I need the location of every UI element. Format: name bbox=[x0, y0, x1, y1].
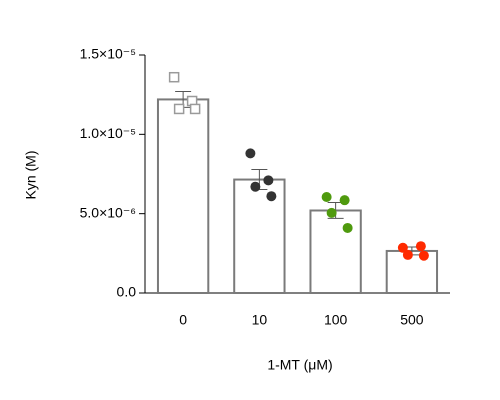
bar bbox=[233, 178, 286, 294]
x-tick-label: 10 bbox=[252, 312, 268, 328]
data-point bbox=[168, 71, 180, 83]
data-point bbox=[326, 207, 337, 218]
data-point bbox=[402, 249, 413, 260]
y-tick-label: 0.0 bbox=[117, 284, 137, 300]
bar bbox=[156, 98, 210, 294]
data-point bbox=[342, 222, 353, 233]
data-point bbox=[189, 103, 201, 115]
data-point bbox=[263, 175, 274, 186]
bar bbox=[309, 209, 362, 294]
data-point bbox=[173, 103, 185, 115]
x-axis-label: 1-MT (μM) bbox=[267, 357, 332, 373]
data-point bbox=[415, 241, 426, 252]
bar bbox=[385, 249, 439, 295]
data-point bbox=[397, 242, 408, 253]
y-tick-label: 5.0×10⁻⁶ bbox=[80, 204, 136, 220]
data-point bbox=[339, 195, 350, 206]
data-point bbox=[250, 181, 261, 192]
x-tick-label: 0 bbox=[179, 312, 187, 328]
x-tick-label: 500 bbox=[400, 312, 424, 328]
data-point bbox=[321, 192, 332, 203]
y-tick-label: 1.5×10⁻⁵ bbox=[80, 46, 136, 62]
data-point bbox=[266, 191, 277, 202]
data-point bbox=[245, 148, 256, 159]
y-tick-label: 1.0×10⁻⁵ bbox=[80, 125, 136, 141]
data-point bbox=[418, 250, 429, 261]
y-axis-label: Kyn (M) bbox=[23, 151, 39, 200]
x-tick-label: 100 bbox=[324, 312, 348, 328]
